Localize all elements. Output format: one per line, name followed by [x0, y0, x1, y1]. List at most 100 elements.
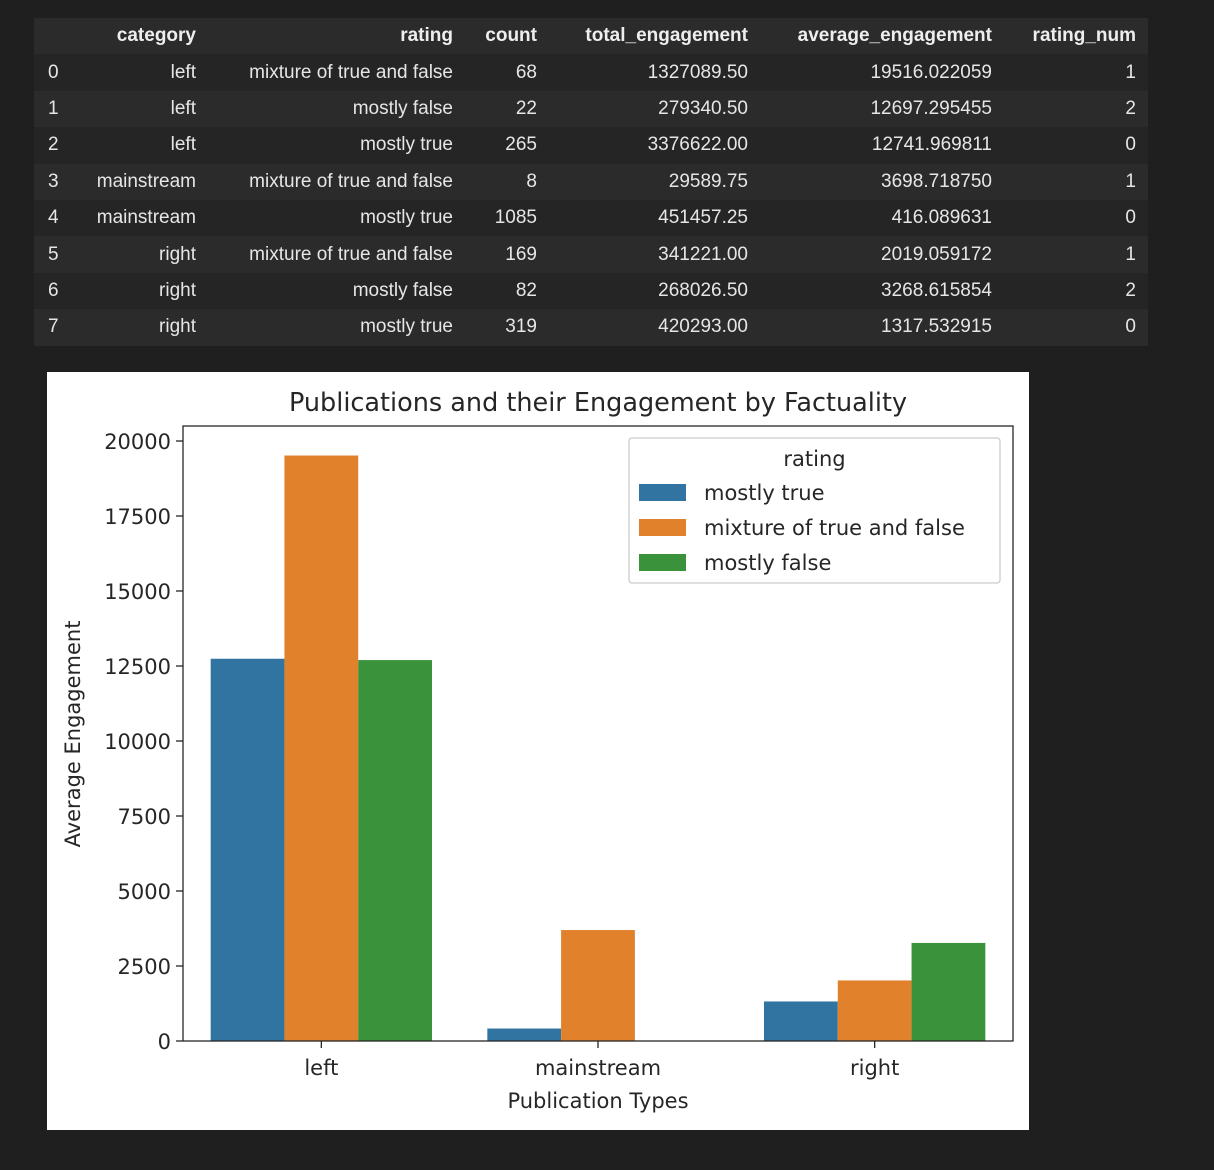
table-header-row: category rating count total_engagement avera…: [34, 18, 1148, 55]
y-tick-label: 5000: [118, 880, 171, 904]
y-axis-label: Average Engagement: [61, 621, 85, 848]
cell-rating: mostly true: [360, 134, 453, 156]
row-index: 0: [48, 61, 59, 83]
column-header-rating-num: rating_num: [1032, 25, 1136, 47]
cell-category: mainstream: [96, 170, 196, 192]
cell-average-engagement: 1317.532915: [881, 316, 992, 338]
legend-swatch-mostly-false: [639, 554, 686, 571]
bar-mostly-true-right: [764, 1001, 838, 1041]
row-index: 3: [48, 170, 59, 192]
table-row: 3 mainstream mixture of true and false 8 295…: [34, 163, 1148, 200]
y-tick-label: 2500: [118, 955, 171, 979]
cell-rating-num: 0: [1125, 207, 1136, 229]
cell-count: 8: [526, 170, 537, 192]
cell-total-engagement: 3376622.00: [647, 134, 748, 156]
table-row: 2 left mostly true 265 3376622.00 12741.96981…: [34, 127, 1148, 164]
cell-rating: mostly false: [352, 97, 453, 119]
cell-count: 319: [505, 316, 537, 338]
cell-total-engagement: 341221.00: [658, 243, 748, 265]
cell-total-engagement: 29589.75: [668, 170, 748, 192]
row-index: 7: [48, 316, 59, 338]
cell-rating-num: 2: [1125, 279, 1136, 301]
cell-count: 82: [515, 279, 537, 301]
cell-average-engagement: 2019.059172: [881, 243, 992, 265]
row-index: 6: [48, 279, 59, 301]
chart-figure: 0 2500 5000 7500 10000 12500 15000 17500 20000 le…: [47, 372, 1029, 1130]
bar-mixture-of-true-and-false-right: [837, 980, 912, 1041]
cell-category: left: [170, 134, 196, 156]
column-header-average-engagement: average_engagement: [797, 25, 992, 47]
column-header-category: category: [116, 25, 196, 47]
y-tick-label: 17500: [104, 505, 171, 529]
cell-category: mainstream: [96, 207, 196, 229]
cell-rating: mostly true: [360, 207, 453, 229]
cell-average-engagement: 3698.718750: [881, 170, 992, 192]
cell-count: 68: [515, 61, 537, 83]
cell-average-engagement: 12741.969811: [871, 134, 992, 156]
legend-label-mixture-of-true-and-false: mixture of true and false: [704, 516, 965, 540]
cell-rating-num: 0: [1125, 316, 1136, 338]
legend-box: [628, 437, 1001, 584]
legend-swatch-mixture-of-true-and-false: [639, 519, 686, 536]
column-header-count: count: [485, 25, 537, 47]
cell-count: 169: [505, 243, 537, 265]
cell-average-engagement: 19516.022059: [870, 61, 992, 83]
table-row: 5 right mixture of true and false 169 341221…: [34, 236, 1148, 273]
cell-total-engagement: 420293.00: [658, 316, 748, 338]
cell-rating: mixture of true and false: [249, 243, 453, 265]
cell-category: right: [159, 316, 196, 338]
cell-total-engagement: 1327089.50: [647, 61, 748, 83]
table-row: 4 mainstream mostly true 1085 451457.25 416.0…: [34, 199, 1148, 237]
cell-rating-num: 1: [1125, 61, 1136, 83]
cell-count: 1085: [494, 207, 537, 229]
cell-rating: mostly false: [352, 279, 453, 301]
bar-mixture-of-true-and-false-left: [284, 455, 359, 1041]
x-tick-label-mainstream: mainstream: [535, 1056, 661, 1080]
legend-swatch-mostly-true: [639, 484, 686, 501]
cell-average-engagement: 416.089631: [891, 207, 992, 229]
dataframe-table: category rating count total_engagement avera…: [34, 18, 1148, 346]
table-row: 7 right mostly true 319 420293.00 1317.532915…: [34, 309, 1148, 346]
bar-mixture-of-true-and-false-mainstream: [561, 930, 635, 1041]
cell-rating: mixture of true and false: [249, 170, 453, 192]
cell-total-engagement: 268026.50: [658, 279, 748, 301]
bar-mostly-true-mainstream: [487, 1028, 562, 1041]
cell-rating: mixture of true and false: [249, 61, 453, 83]
bar-mostly-false-left: [358, 660, 432, 1041]
cell-category: right: [159, 279, 196, 301]
cell-total-engagement: 279340.50: [658, 97, 748, 119]
bar-mostly-true-left: [210, 658, 285, 1041]
cell-count: 265: [505, 134, 537, 156]
cell-rating-num: 1: [1125, 243, 1136, 265]
legend-title: rating: [783, 447, 845, 471]
bar-chart: 0 2500 5000 7500 10000 12500 15000 17500 20000 le…: [61, 388, 1014, 1113]
cell-category: left: [170, 61, 196, 83]
chart-title: Publications and their Engagement by Fac…: [289, 388, 907, 418]
row-index: 2: [48, 134, 59, 156]
cell-rating-num: 0: [1125, 134, 1136, 156]
table-row: 6 right mostly false 82 268026.50 3268.615854…: [34, 272, 1148, 310]
bar-mostly-false-right: [911, 942, 986, 1041]
row-index: 1: [48, 97, 59, 119]
cell-category: right: [159, 243, 196, 265]
cell-count: 22: [515, 97, 537, 119]
y-tick-label: 12500: [104, 655, 171, 679]
cell-rating: mostly true: [360, 316, 453, 338]
legend-label-mostly-false: mostly false: [704, 551, 831, 575]
row-index: 4: [48, 207, 59, 229]
cell-rating-num: 2: [1125, 97, 1136, 119]
cell-category: left: [170, 97, 196, 119]
y-tick-label: 15000: [104, 580, 171, 604]
cell-total-engagement: 451457.25: [658, 207, 748, 229]
x-tick-label-left: left: [304, 1056, 338, 1080]
cell-average-engagement: 3268.615854: [881, 279, 992, 301]
dataframe-output: category rating count total_engagement avera…: [34, 18, 1148, 346]
table-row: 0 left mixture of true and false 68 1327089.…: [34, 54, 1148, 91]
y-tick-label: 7500: [118, 805, 171, 829]
y-tick-label: 20000: [104, 430, 171, 454]
table-body: 0 left mixture of true and false 68 1327089.…: [34, 54, 1148, 346]
column-header-rating: rating: [400, 25, 453, 47]
y-tick-label: 0: [158, 1030, 171, 1054]
cell-average-engagement: 12697.295455: [870, 97, 992, 119]
table-row: 1 left mostly false 22 279340.50 12697.295455…: [34, 90, 1148, 128]
